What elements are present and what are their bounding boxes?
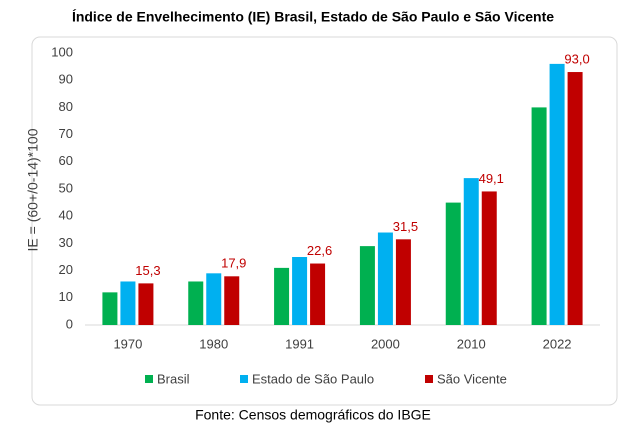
y-tick-label: 20 bbox=[59, 262, 73, 277]
y-tick-label: 30 bbox=[59, 235, 73, 250]
value-label: 93,0 bbox=[564, 51, 589, 66]
y-tick-label: 0 bbox=[66, 316, 73, 331]
x-tick-label: 1970 bbox=[113, 336, 142, 351]
bar bbox=[359, 246, 375, 325]
y-tick-label: 80 bbox=[59, 99, 73, 114]
bar bbox=[274, 267, 290, 325]
chart-title: Índice de Envelhecimento (IE) Brasil, Es… bbox=[72, 9, 554, 25]
bar bbox=[531, 107, 547, 326]
y-tick-label: 40 bbox=[59, 208, 73, 223]
bar bbox=[567, 72, 583, 325]
value-label: 31,5 bbox=[393, 219, 418, 234]
bar bbox=[102, 292, 118, 325]
y-tick-label: 90 bbox=[59, 72, 73, 87]
bar bbox=[138, 283, 154, 325]
legend-swatch bbox=[425, 375, 433, 383]
bar bbox=[206, 273, 222, 325]
x-tick-label: 1991 bbox=[285, 336, 314, 351]
bar bbox=[188, 281, 204, 325]
legend-swatch bbox=[240, 375, 248, 383]
x-tick-label: 2010 bbox=[457, 336, 486, 351]
value-label: 17,9 bbox=[221, 256, 246, 271]
bar bbox=[395, 239, 411, 325]
bar bbox=[292, 257, 308, 325]
y-tick-label: 60 bbox=[59, 153, 73, 168]
x-tick-label: 2022 bbox=[543, 336, 572, 351]
bar bbox=[445, 202, 461, 325]
legend-label: São Vicente bbox=[437, 371, 507, 386]
y-tick-label: 70 bbox=[59, 126, 73, 141]
bar bbox=[481, 191, 497, 325]
legend-label: Brasil bbox=[157, 371, 190, 386]
source: Fonte: Censos demográficos do IBGE bbox=[195, 407, 431, 423]
x-tick-label: 2000 bbox=[371, 336, 400, 351]
bar bbox=[120, 281, 136, 325]
legend-swatch bbox=[145, 375, 153, 383]
y-tick-label: 100 bbox=[51, 44, 73, 59]
value-label: 22,6 bbox=[307, 243, 332, 258]
bar bbox=[224, 276, 240, 325]
bar bbox=[377, 232, 393, 325]
bar bbox=[310, 263, 326, 325]
y-tick-label: 10 bbox=[59, 289, 73, 304]
y-axis-title: IE = (60+/0-14)*100 bbox=[25, 128, 41, 251]
legend-label: Estado de São Paulo bbox=[252, 371, 374, 386]
y-tick-label: 50 bbox=[59, 180, 73, 195]
bar bbox=[549, 63, 565, 325]
value-label: 15,3 bbox=[135, 263, 160, 278]
bar bbox=[463, 178, 479, 325]
value-label: 49,1 bbox=[479, 171, 504, 186]
x-tick-label: 1980 bbox=[199, 336, 228, 351]
